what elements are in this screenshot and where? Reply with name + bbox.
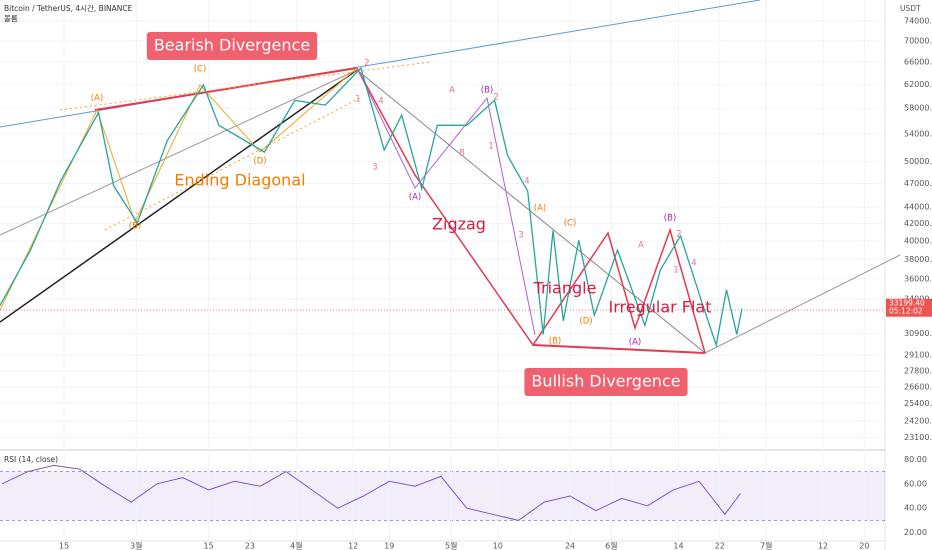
y-tick-label: 42000.00: [904, 219, 932, 228]
rsi-tick-label: 40.00: [904, 504, 927, 513]
y-tick-label: 70000.00: [904, 36, 932, 45]
trend-line: [356, 69, 706, 354]
x-tick-label: 14: [673, 542, 683, 550]
wave-label: (A): [629, 338, 641, 348]
wave-label: 1: [488, 142, 493, 152]
x-tick-label: 15: [59, 542, 69, 550]
wave-label: 2: [676, 230, 681, 240]
y-tick-label: 36000.00: [904, 274, 932, 283]
y-tick-label: 58000.00: [904, 104, 932, 113]
wave-label: (B): [129, 222, 141, 232]
y-tick-label: 30900.00: [904, 329, 932, 338]
chart-title: Bitcoin / TetherUS, 4시간, BINANCE: [4, 3, 133, 13]
y-tick-label: 25400.00: [904, 399, 932, 408]
wave-label: (B): [549, 337, 561, 347]
rsi-tick-label: 60.00: [904, 479, 927, 488]
wave-label: A: [449, 86, 455, 96]
y-tick-label: 54000.00: [904, 129, 932, 138]
rsi-title: RSI (14, close): [4, 455, 58, 464]
volume-label: 볼륨: [4, 14, 18, 23]
wave-label: 4: [524, 177, 529, 187]
y-tick-label: 23100.00: [904, 433, 932, 442]
x-tick-label: 12: [818, 542, 828, 550]
annotation-box: [146, 32, 318, 60]
annotation: Irregular Flat: [608, 298, 711, 317]
rsi-tick-label: 20.00: [904, 528, 927, 537]
wave-label: (C): [564, 219, 577, 229]
rsi-tick-label: 80.00: [904, 455, 927, 464]
last-price-box: [886, 298, 932, 317]
wave-label: (A): [534, 204, 546, 214]
y-tick-label: 38000.00: [904, 255, 932, 264]
x-tick-label: 10: [493, 542, 503, 550]
x-tick-label: 15: [204, 542, 214, 550]
y-tick-label: 62000.00: [904, 80, 932, 89]
y-tick-label: 66000.00: [904, 58, 932, 67]
annotation: Zigzag: [432, 215, 486, 234]
y-tick-label: 27800.00: [904, 367, 932, 376]
x-tick-label: 23: [245, 542, 255, 550]
rsi-band: [0, 471, 885, 521]
wave-label: 2: [493, 93, 498, 103]
wave-label: 1: [355, 95, 360, 105]
wave-label: (B): [664, 214, 676, 224]
wave-label: 3: [518, 231, 523, 241]
y-tick-label: 26600.00: [904, 382, 932, 391]
trend-line: [704, 254, 901, 354]
wave-label: 1: [673, 266, 678, 276]
y-tick-label: 40000.00: [904, 237, 932, 246]
price-line: [0, 66, 743, 348]
divergence-line: [94, 67, 358, 111]
y-tick-label: 44000.00: [904, 202, 932, 211]
countdown-label: 05:12:02: [889, 307, 923, 316]
trend-line: [0, 69, 358, 236]
divergence-line: [532, 344, 706, 354]
wave-label: 3: [372, 163, 377, 173]
x-tick-label: 22: [715, 542, 725, 550]
wave-label: B: [459, 149, 465, 159]
annotation: Bearish Divergence: [154, 36, 310, 55]
x-tick-label: 20: [859, 542, 869, 550]
trend-line: [0, 69, 358, 323]
currency-label: USDT: [900, 4, 921, 13]
annotation: Triangle: [533, 279, 597, 298]
wave-label: (B): [481, 86, 493, 96]
wave-line: [356, 67, 536, 336]
wave-label: A: [638, 241, 644, 251]
x-tick-label: 19: [384, 542, 394, 550]
wave-label: (D): [253, 157, 266, 167]
wave-label: (C): [194, 65, 207, 75]
y-tick-label: 29100.00: [904, 350, 932, 359]
last-price-label: 33199.40: [889, 299, 925, 308]
rsi-line: [1, 464, 741, 521]
wave-label: (A): [409, 193, 421, 203]
y-tick-label: 50000.00: [904, 157, 932, 166]
y-tick-label: 24200.00: [904, 416, 932, 425]
x-tick-label: 6월: [605, 541, 617, 550]
x-tick-label: 3월: [130, 541, 142, 550]
x-tick-label: 7월: [760, 541, 772, 550]
wave-label: 2: [364, 59, 369, 69]
y-tick-label: 74000.00: [904, 17, 932, 26]
x-tick-label: 4월: [290, 541, 302, 550]
wave-label: (D): [579, 317, 592, 327]
x-tick-label: 24: [565, 542, 575, 550]
x-tick-label: 12: [348, 542, 358, 550]
diagonal-line: [59, 61, 431, 111]
wave-label: 4: [378, 97, 383, 107]
annotation: Bullish Divergence: [531, 372, 680, 391]
annotation: Ending Diagonal: [174, 171, 305, 190]
annotation-box: [524, 368, 688, 396]
y-tick-label: 47000.00: [904, 179, 932, 188]
x-tick-label: 5월: [445, 541, 457, 550]
wave-line: [356, 67, 706, 354]
wave-label: (A): [91, 94, 103, 104]
wave-label: 4: [691, 259, 696, 269]
